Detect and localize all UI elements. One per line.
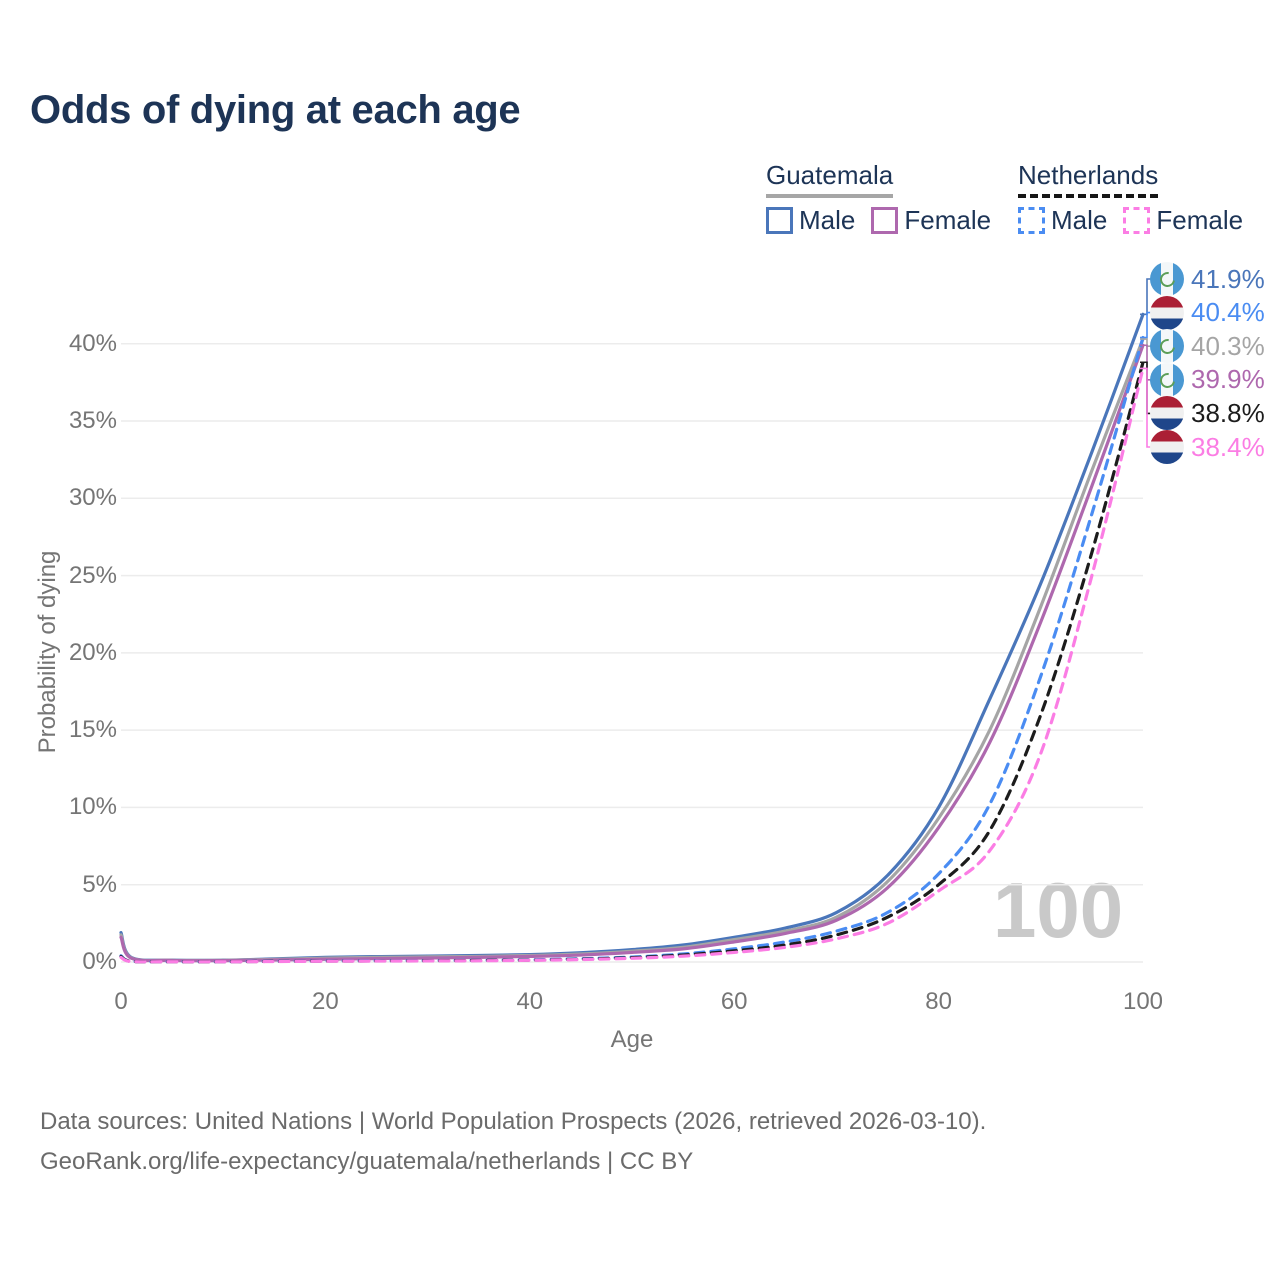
guatemala-male-swatch-icon [766, 207, 793, 234]
x-axis-title: Age [610, 1026, 654, 1053]
leader-line-netherlands-female [1140, 367, 1152, 448]
leader-line-netherlands-male [1140, 311, 1152, 339]
end-label-netherlands: 38.8% [1150, 395, 1265, 431]
source-url-text[interactable]: GeoRank.org/life-expectancy/guatemala/ne… [40, 1148, 694, 1175]
y-tick-label: 0% [82, 948, 117, 975]
guatemala-flag-icon [1150, 362, 1184, 397]
end-label-netherlands-female: 38.4% [1150, 429, 1265, 465]
y-tick-label: 10% [68, 793, 117, 821]
series-line-netherlands-female[interactable] [119, 366, 1145, 964]
legend-item-guatemala-female[interactable]: Female [871, 205, 991, 236]
legend-country-netherlands[interactable]: Netherlands [1018, 160, 1159, 198]
y-tick-label: 5% [82, 870, 117, 898]
series-line-guatemala-male[interactable] [119, 312, 1145, 963]
legend-item-label: Female [904, 205, 992, 235]
end-value-label: 40.3% [1191, 330, 1265, 361]
data-sources-text: Data sources: United Nations | World Pop… [40, 1108, 987, 1135]
legend-item-netherlands-male[interactable]: Male [1018, 205, 1107, 236]
y-tick-label: 35% [68, 406, 117, 434]
end-label-guatemala: 40.3% [1150, 328, 1265, 364]
series-line-netherlands[interactable] [119, 360, 1145, 964]
legend-item-label: Male [799, 205, 856, 235]
y-tick-label: 15% [68, 716, 117, 744]
x-tick-label: 20 [312, 988, 339, 1015]
y-tick-label: 40% [68, 329, 117, 357]
chart-title: Odds of dying at each age [30, 88, 521, 132]
netherlands-flag-icon [1150, 295, 1184, 330]
y-tick-label: 20% [68, 638, 117, 666]
guatemala-flag-icon [1150, 329, 1184, 364]
end-value-label: 41.9% [1191, 263, 1265, 294]
guatemala-female-swatch-icon [871, 207, 899, 234]
x-tick-label: 0 [114, 988, 128, 1015]
x-tick-label: 60 [720, 988, 748, 1015]
legend-group-guatemala: Guatemala Male Female [766, 160, 991, 236]
end-value-label: 38.4% [1191, 431, 1265, 462]
netherlands-male-swatch-icon [1018, 207, 1045, 234]
guatemala-flag-icon [1150, 262, 1184, 296]
legend-country-guatemala[interactable]: Guatemala [766, 160, 894, 198]
legend-item-label: Female [1156, 205, 1244, 235]
netherlands-flag-icon [1150, 430, 1184, 464]
legend-group-netherlands: Netherlands Male Female [1018, 160, 1243, 236]
legend-item-label: Male [1051, 205, 1108, 235]
legend-item-guatemala-male[interactable]: Male [766, 205, 855, 236]
series-line-guatemala[interactable] [119, 337, 1145, 963]
x-tick-label: 80 [925, 988, 952, 1015]
x-tick-label: 100 [1122, 988, 1164, 1015]
legend-item-netherlands-female[interactable]: Female [1123, 205, 1243, 236]
series-line-netherlands-male[interactable] [119, 335, 1145, 964]
y-tick-label: 25% [68, 561, 117, 589]
watermark-age-100: 100 [993, 866, 1124, 954]
end-label-guatemala-male: 41.9% [1150, 261, 1265, 297]
end-value-label: 38.8% [1191, 397, 1265, 428]
netherlands-female-swatch-icon [1123, 207, 1151, 234]
netherlands-flag-icon [1150, 396, 1184, 431]
end-label-netherlands-male: 40.4% [1150, 295, 1265, 331]
end-value-label: 40.4% [1191, 297, 1265, 328]
y-tick-label: 30% [68, 484, 117, 512]
x-tick-label: 40 [516, 988, 544, 1015]
end-value-label: 39.9% [1191, 364, 1265, 395]
end-label-guatemala-female: 39.9% [1150, 362, 1265, 398]
